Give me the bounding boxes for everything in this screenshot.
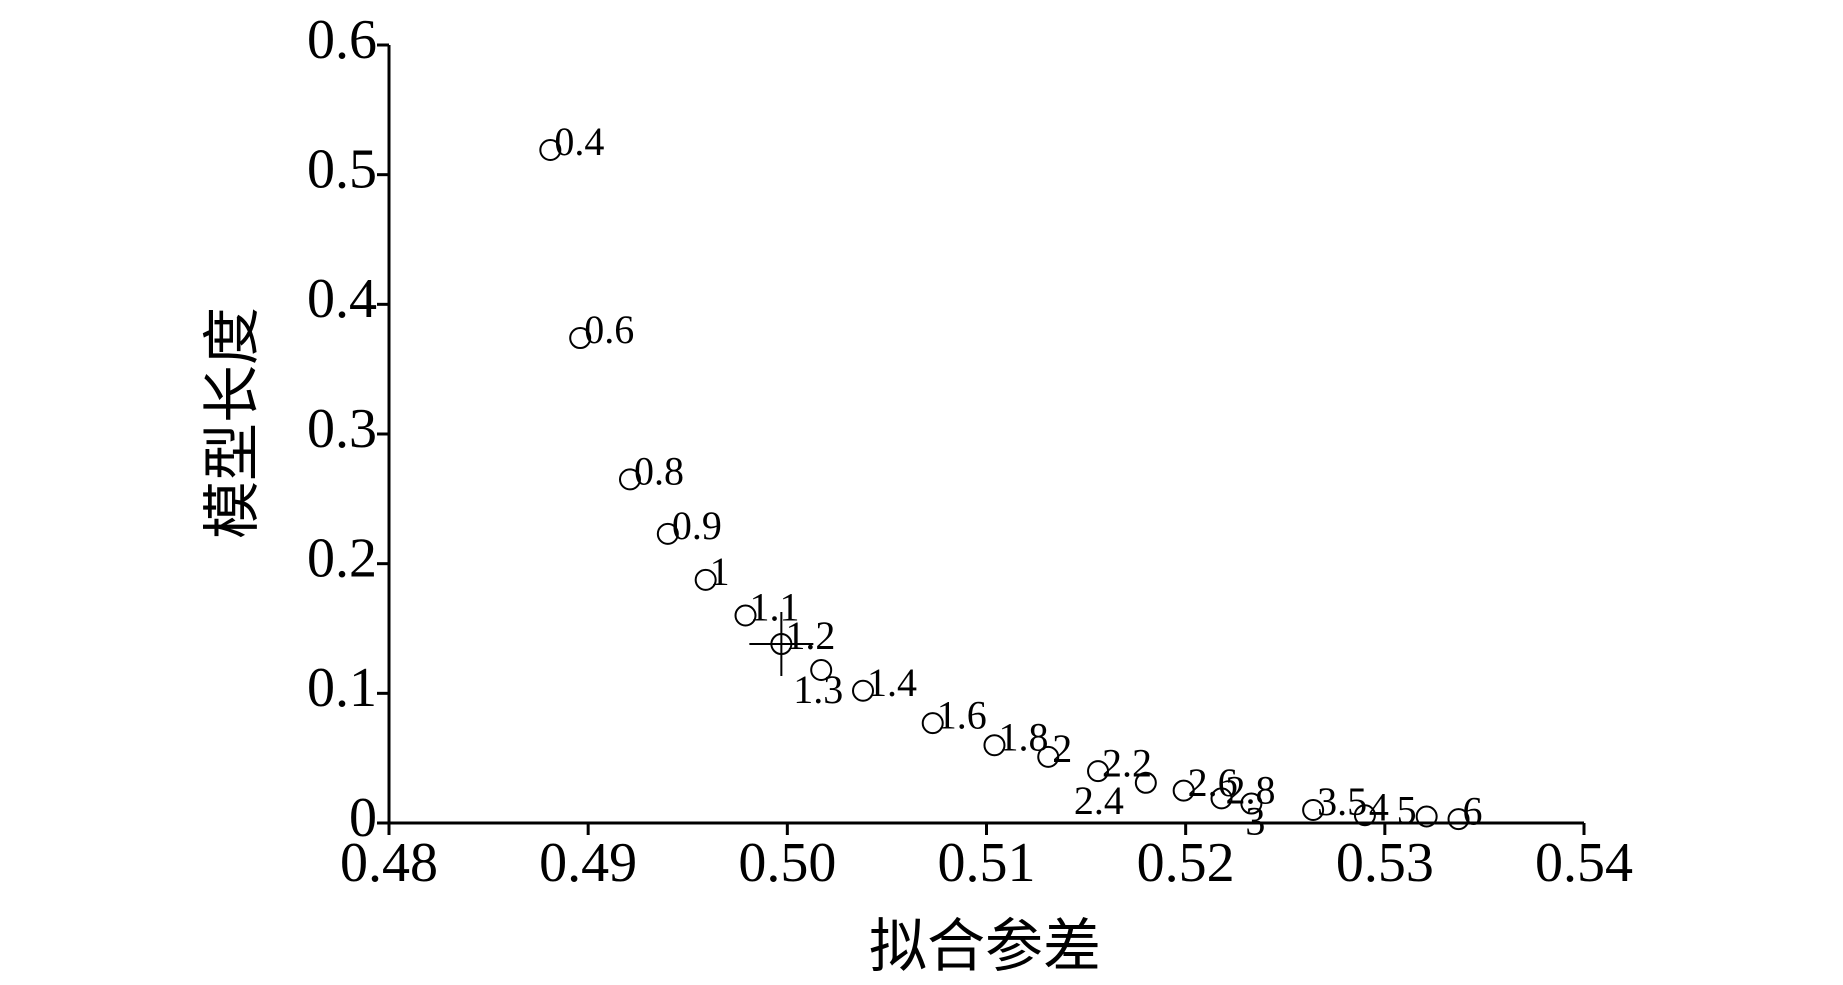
point [694, 568, 717, 591]
y-tick-label: 0 [349, 787, 377, 849]
point-label: 0.9 [672, 503, 722, 548]
point [734, 604, 757, 627]
point [1415, 805, 1438, 828]
point [1353, 804, 1376, 827]
point [1302, 799, 1325, 822]
point-label: 0.6 [584, 307, 634, 352]
point-label: 2.2 [1102, 740, 1152, 785]
x-tick-label: 0.49 [539, 832, 637, 894]
point-label: 0.8 [634, 449, 684, 494]
point-label: 2.6 [1188, 760, 1238, 805]
point-label: 2.8 [1226, 768, 1276, 813]
point [569, 327, 592, 350]
point-label: 5 [1397, 788, 1417, 833]
point [1240, 792, 1263, 815]
x-tick-label: 0.53 [1336, 832, 1434, 894]
y-tick-label: 0.2 [307, 528, 377, 590]
point [1172, 779, 1195, 802]
x-tick-label: 0.51 [938, 832, 1036, 894]
point-label: 0.4 [554, 119, 604, 164]
point [810, 658, 833, 681]
point-label: 6 [1463, 788, 1483, 833]
point-label: 1.3 [793, 667, 843, 712]
point [1447, 808, 1470, 831]
point-label: 1 [710, 549, 730, 594]
point-label: 2.4 [1074, 778, 1124, 823]
x-tick-label: 0.52 [1137, 832, 1235, 894]
point-label: 1.6 [937, 692, 987, 737]
x-tick-label: 0.54 [1535, 832, 1633, 894]
point-label: 1.2 [785, 613, 835, 658]
point [618, 468, 641, 491]
x-tick-label: 0.48 [340, 832, 438, 894]
point [656, 522, 679, 545]
y-axis-label: 模型长度 [198, 307, 266, 539]
point [539, 139, 562, 162]
y-tick-label: 0.3 [307, 398, 377, 460]
point-label: 2 [1052, 726, 1072, 771]
y-tick-label: 0.5 [307, 139, 377, 201]
point-label: 1.1 [750, 585, 800, 630]
point-label: 4 [1369, 784, 1389, 829]
y-tick-label: 0.1 [307, 657, 377, 719]
y-tick-label: 0.4 [307, 268, 377, 330]
point-label: 1.4 [867, 660, 917, 705]
point-label: 3 [1245, 799, 1265, 844]
point [1087, 760, 1110, 783]
point-label: 3.5 [1317, 779, 1367, 824]
x-axis-label: 拟合参差 [869, 912, 1101, 980]
point [1134, 771, 1157, 794]
point [1037, 745, 1060, 768]
point [983, 734, 1006, 757]
y-tick-label: 0.6 [307, 9, 377, 71]
point [921, 712, 944, 735]
point [852, 679, 875, 702]
point [1210, 787, 1233, 810]
point-label: 1.8 [998, 714, 1048, 759]
x-tick-label: 0.50 [738, 832, 836, 894]
